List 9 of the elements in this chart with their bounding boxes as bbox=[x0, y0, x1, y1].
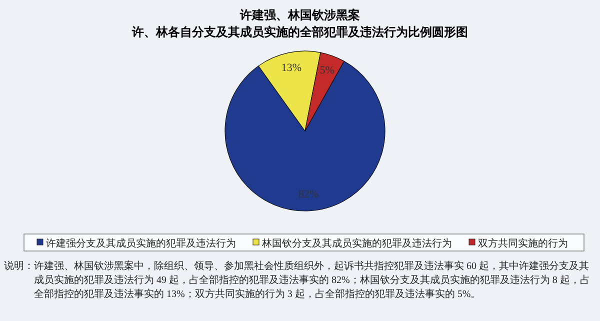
text: 说明：许建强、林国钦涉黑案中，除组织、领导、参加黑社会性质组织外，起诉书共指控犯罪及违法事实 60 起，其中许建强分支及其成员实施的犯罪及违法行为 49 起，占全部指控的犯罪及违法事实的 82%；林国钦分支及其成员实施的犯罪及违法行为 8 起，占全部指控的犯罪及违法事实的 13%；双方共同实施的行为 3 起，占全部指控的犯罪及违法事实的 5%。 bbox=[4, 260, 591, 302]
data-label: 5% bbox=[320, 64, 334, 76]
legend-label: 双方共同实施的行为 bbox=[478, 238, 568, 250]
data-label: 13% bbox=[281, 62, 302, 74]
legend-label: 林国钦分支及其成员实施的犯罪及违法行为 bbox=[261, 238, 452, 250]
legend-label: 许建强分支及其成员实施的犯罪及违法行为 bbox=[46, 238, 236, 250]
data-label: 82% bbox=[298, 188, 319, 200]
chart-title: 许建强、林国钦涉黑案 bbox=[239, 8, 360, 22]
chart-subtitle: 许、林各自分支及其成员实施的全部犯罪及违法行为比例圆形图 bbox=[131, 25, 468, 39]
